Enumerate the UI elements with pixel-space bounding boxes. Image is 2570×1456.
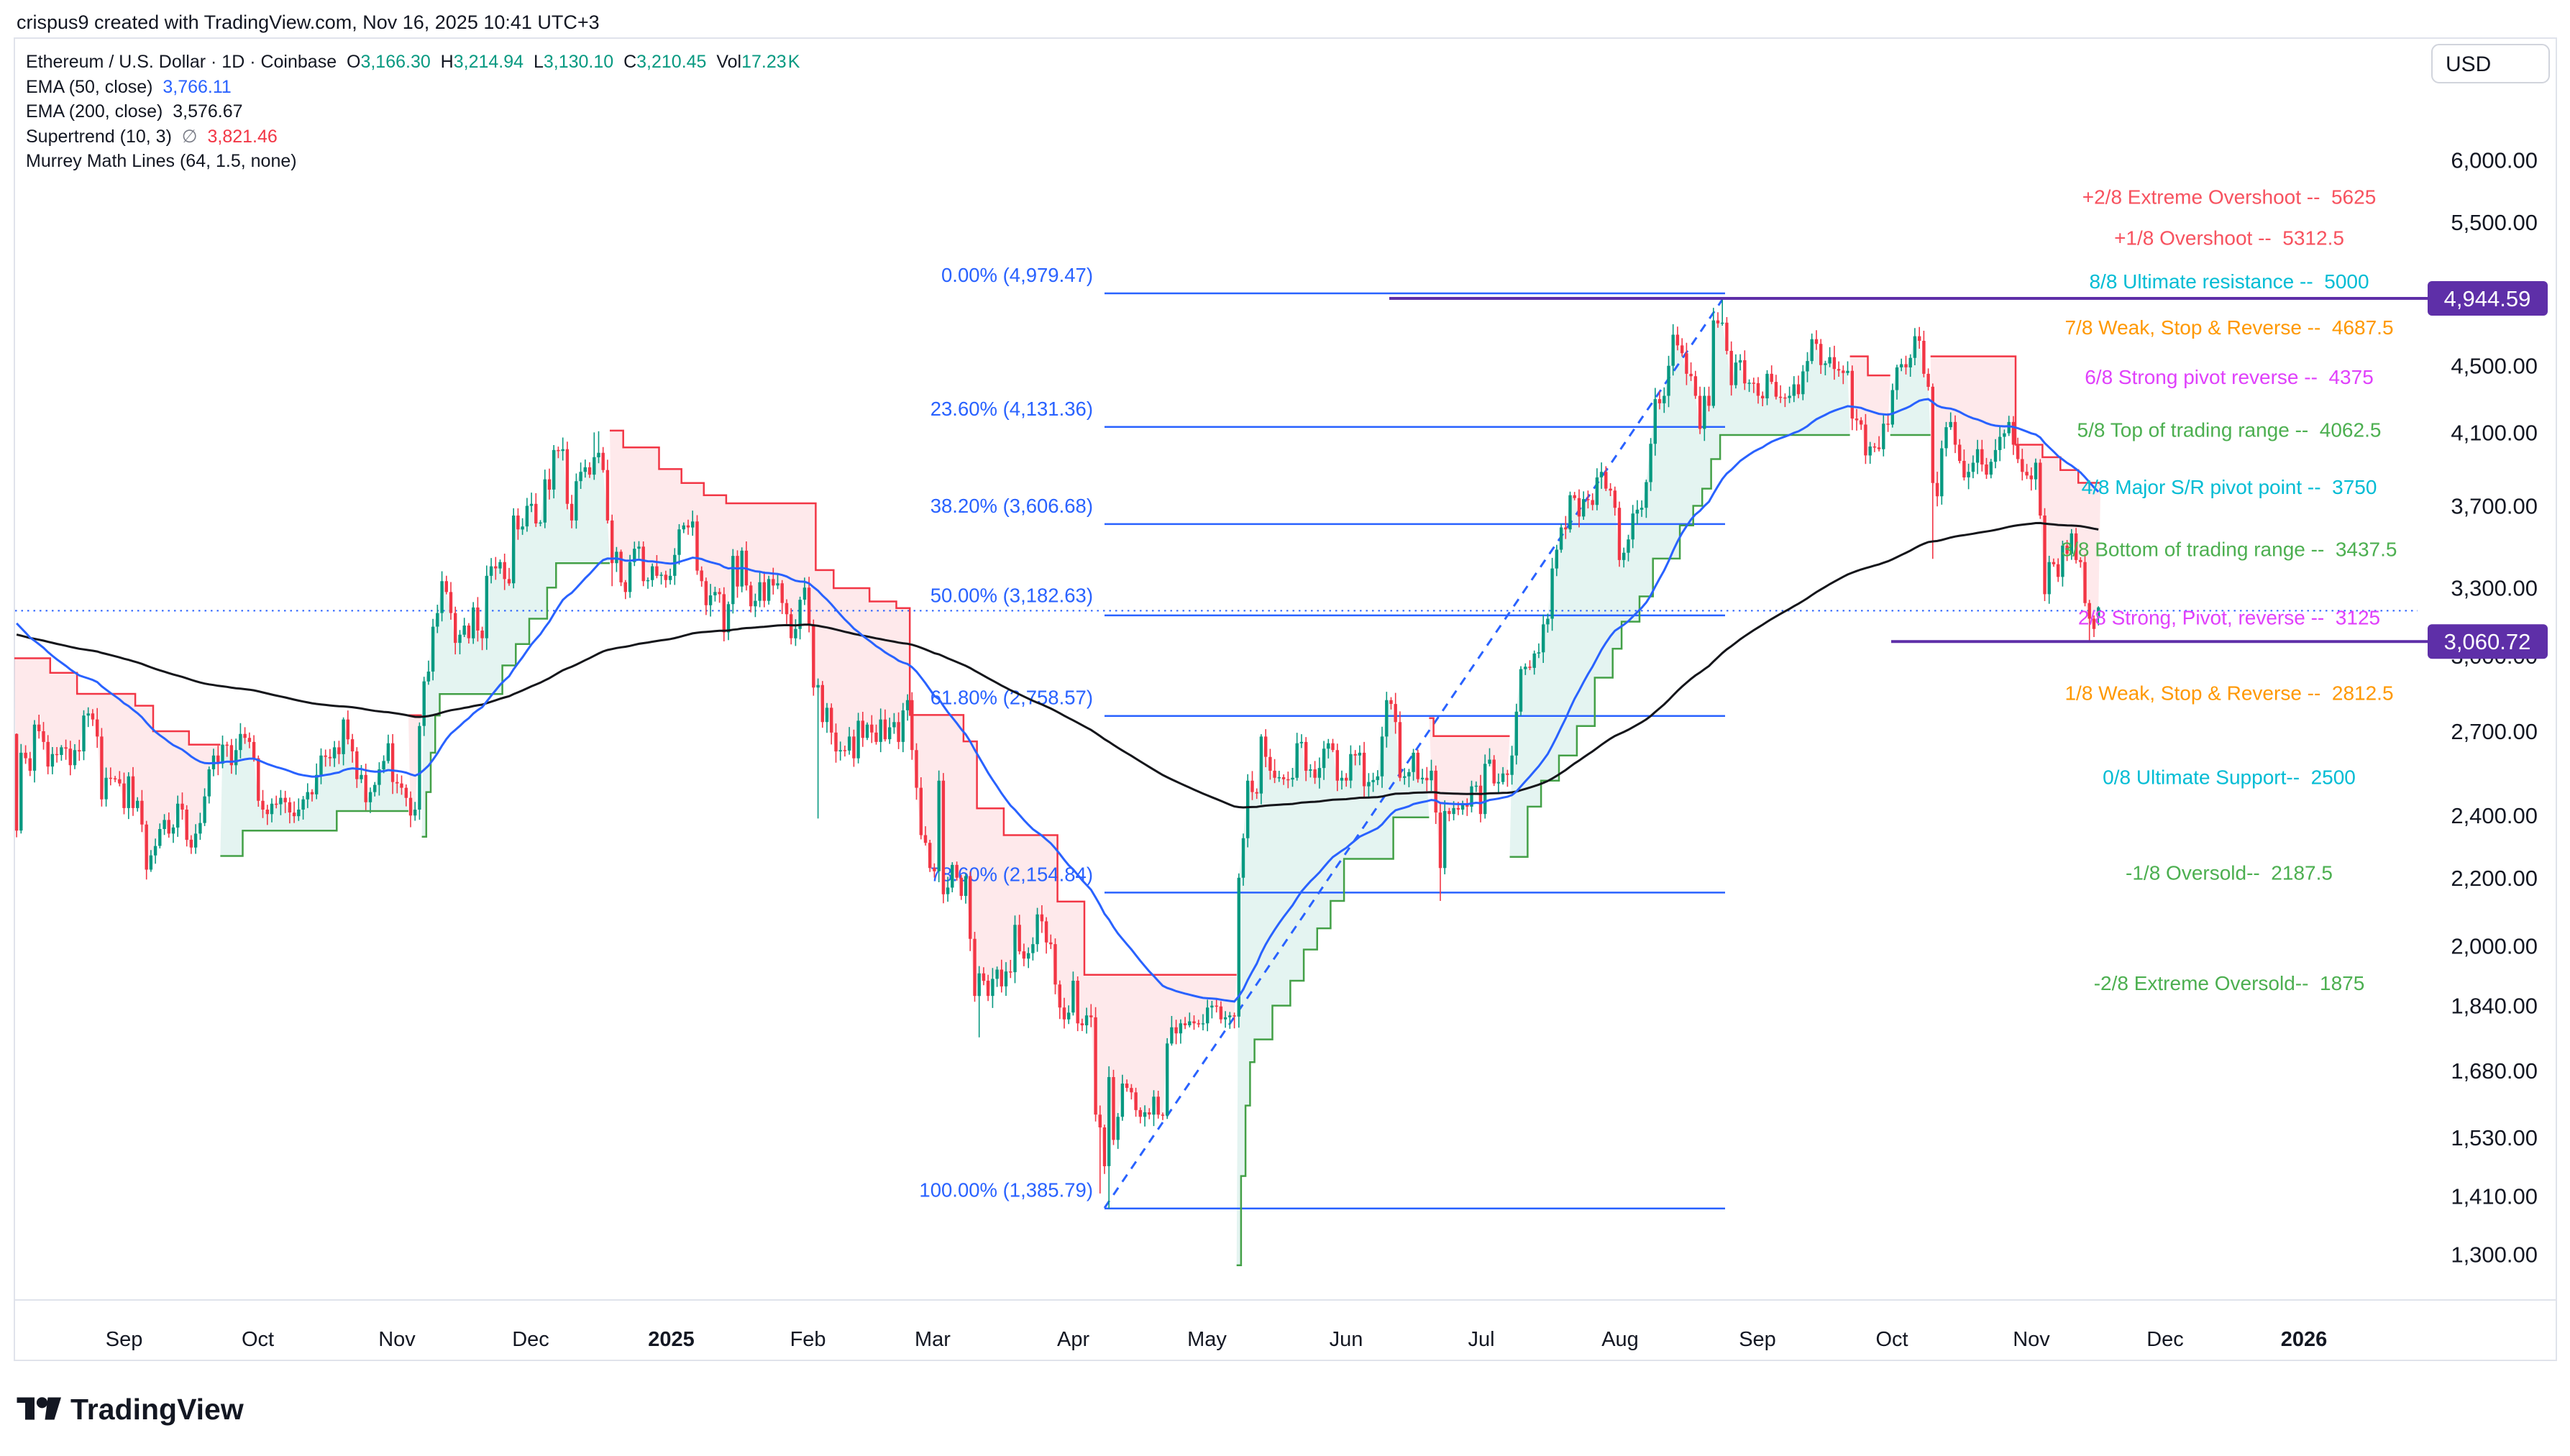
svg-text:7/8 Weak, Stop & Reverse -- 4: 7/8 Weak, Stop & Reverse -- 4687.5 xyxy=(2064,316,2393,339)
svg-text:2,400.00: 2,400.00 xyxy=(2451,803,2538,828)
svg-text:4/8 Major S/R pivot point --: 4/8 Major S/R pivot point -- 3750 xyxy=(2082,476,2377,498)
svg-text:Dec: Dec xyxy=(2146,1328,2184,1351)
svg-text:Aug: Aug xyxy=(1601,1328,1639,1351)
svg-text:5,500.00: 5,500.00 xyxy=(2451,210,2538,235)
svg-text:Oct: Oct xyxy=(1875,1328,1908,1351)
svg-text:3,300.00: 3,300.00 xyxy=(2451,575,2538,600)
svg-text:3,060.72: 3,060.72 xyxy=(2444,629,2531,654)
svg-text:100.00% (1,385.79): 100.00% (1,385.79) xyxy=(919,1179,1093,1201)
svg-text:23.60% (4,131.36): 23.60% (4,131.36) xyxy=(930,398,1093,420)
svg-text:USD: USD xyxy=(2446,52,2491,76)
svg-text:EMA (50, close) 3,766.11: EMA (50, close) 3,766.11 xyxy=(26,77,232,97)
svg-text:38.20% (3,606.68): 38.20% (3,606.68) xyxy=(930,495,1093,517)
svg-text:8/8 Ultimate resistance -- 50: 8/8 Ultimate resistance -- 5000 xyxy=(2089,270,2369,293)
svg-text:6/8 Strong pivot reverse -- 4: 6/8 Strong pivot reverse -- 4375 xyxy=(2085,366,2374,388)
svg-text:Feb: Feb xyxy=(790,1328,826,1351)
svg-text:0/8 Ultimate Support-- 2500: 0/8 Ultimate Support-- 2500 xyxy=(2103,766,2356,789)
svg-text:2,700.00: 2,700.00 xyxy=(2451,719,2538,744)
svg-text:1,680.00: 1,680.00 xyxy=(2451,1058,2538,1084)
svg-text:-2/8 Extreme Oversold-- 1875: -2/8 Extreme Oversold-- 1875 xyxy=(2094,972,2365,994)
svg-text:2/8 Strong, Pivot, reverse --: 2/8 Strong, Pivot, reverse -- 3125 xyxy=(2078,607,2380,629)
svg-text:0.00% (4,979.47): 0.00% (4,979.47) xyxy=(941,264,1093,286)
svg-text:+2/8 Extreme Overshoot -- 562: +2/8 Extreme Overshoot -- 5625 xyxy=(2082,186,2377,209)
svg-text:3/8 Bottom of trading range --: 3/8 Bottom of trading range -- 3437.5 xyxy=(2062,539,2397,561)
svg-text:6,000.00: 6,000.00 xyxy=(2451,148,2538,173)
svg-text:1/8 Weak, Stop & Reverse -- 2: 1/8 Weak, Stop & Reverse -- 2812.5 xyxy=(2064,682,2393,704)
svg-text:1,840.00: 1,840.00 xyxy=(2451,994,2538,1019)
svg-text:2026: 2026 xyxy=(2281,1328,2328,1351)
svg-text:Sep: Sep xyxy=(1739,1328,1776,1351)
svg-text:Oct: Oct xyxy=(242,1328,274,1351)
svg-text:2,000.00: 2,000.00 xyxy=(2451,934,2538,959)
svg-text:1,300.00: 1,300.00 xyxy=(2451,1242,2538,1267)
svg-text:Apr: Apr xyxy=(1057,1328,1089,1351)
svg-text:4,500.00: 4,500.00 xyxy=(2451,354,2538,379)
svg-text:May: May xyxy=(1187,1328,1227,1351)
svg-text:TradingView: TradingView xyxy=(70,1393,244,1426)
svg-text:Murrey Math Lines (64, 1.5, no: Murrey Math Lines (64, 1.5, none) xyxy=(26,151,297,171)
svg-text:3,700.00: 3,700.00 xyxy=(2451,494,2538,519)
svg-text:4,100.00: 4,100.00 xyxy=(2451,420,2538,445)
svg-text:Ethereum / U.S. Dollar · 1D ·: Ethereum / U.S. Dollar · 1D · Coinbase O… xyxy=(26,52,800,72)
svg-text:4,944.59: 4,944.59 xyxy=(2444,286,2531,311)
svg-text:Dec: Dec xyxy=(512,1328,549,1351)
svg-text:EMA (200, close) 3,576.67: EMA (200, close) 3,576.67 xyxy=(26,101,243,122)
svg-text:Jun: Jun xyxy=(1330,1328,1363,1351)
svg-text:crispus9 created with TradingV: crispus9 created with TradingView.com, N… xyxy=(17,12,600,33)
svg-text:50.00% (3,182.63): 50.00% (3,182.63) xyxy=(930,584,1093,606)
svg-text:1,410.00: 1,410.00 xyxy=(2451,1183,2538,1209)
svg-text:Supertrend (10, 3) ∅ 3,821.4: Supertrend (10, 3) ∅ 3,821.46 xyxy=(26,127,278,147)
svg-text:5/8 Top of trading range -- 4: 5/8 Top of trading range -- 4062.5 xyxy=(2077,419,2382,441)
svg-text:2025: 2025 xyxy=(648,1328,695,1351)
svg-text:Nov: Nov xyxy=(2013,1328,2050,1351)
svg-text:2,200.00: 2,200.00 xyxy=(2451,866,2538,891)
svg-text:Mar: Mar xyxy=(915,1328,951,1351)
svg-text:Jul: Jul xyxy=(1468,1328,1494,1351)
svg-text:1,530.00: 1,530.00 xyxy=(2451,1125,2538,1150)
svg-text:+1/8 Overshoot -- 5312.5: +1/8 Overshoot -- 5312.5 xyxy=(2114,227,2344,249)
svg-text:-1/8 Oversold-- 2187.5: -1/8 Oversold-- 2187.5 xyxy=(2126,862,2333,884)
svg-text:Nov: Nov xyxy=(378,1328,416,1351)
svg-text:Sep: Sep xyxy=(106,1328,143,1351)
